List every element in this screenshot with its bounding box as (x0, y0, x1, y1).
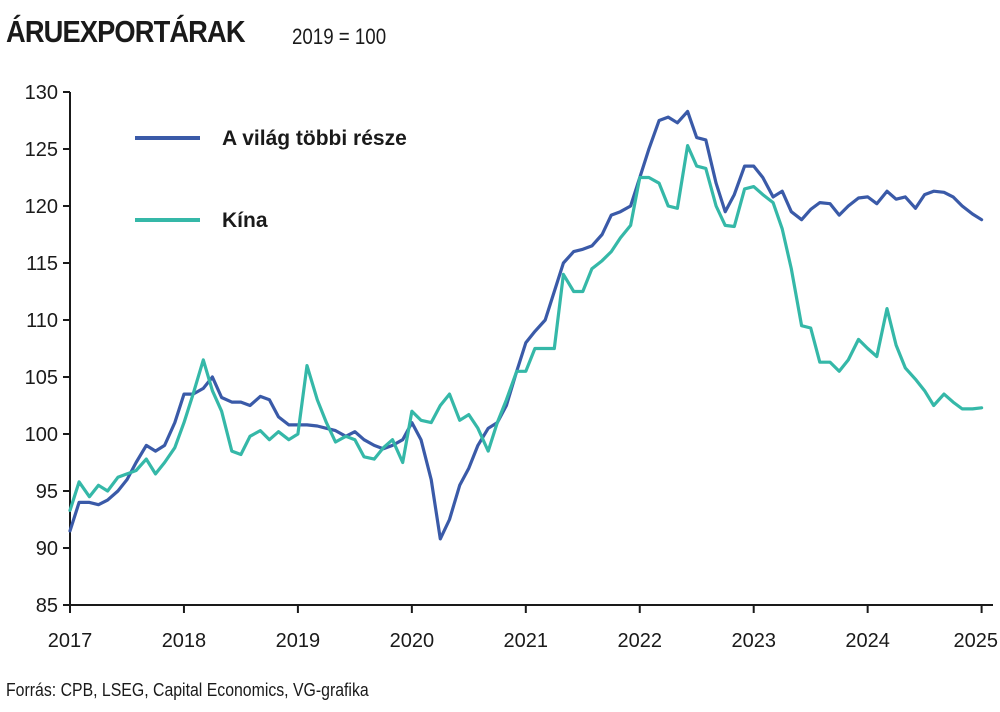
x-tick-label: 2024 (845, 630, 890, 652)
y-tick-label: 110 (26, 310, 58, 332)
series-line-china (68, 144, 984, 512)
chart-legend: A világ többi része Kína (135, 127, 407, 232)
x-tick-label: 2025 (954, 630, 999, 652)
legend-label-world: A világ többi része (222, 127, 407, 150)
x-tick-label: 2019 (276, 630, 321, 652)
legend-label-china: Kína (222, 209, 268, 232)
chart-lines (68, 109, 984, 541)
source-note: Forrás: CPB, LSEG, Capital Economics, VG… (6, 680, 369, 700)
x-tick-label: 2020 (390, 630, 435, 652)
y-tick-label: 105 (25, 367, 58, 389)
x-tick-label: 2022 (618, 630, 663, 652)
y-tick-label: 95 (36, 481, 58, 503)
chart-title: ÁRUEXPORTÁRAK (6, 14, 246, 49)
y-tick-label: 120 (25, 196, 58, 218)
chart-axes: 85 90 95 100 105 110 115 120 125 130 2017 2018 2019 2… (25, 82, 998, 652)
series-line-world (68, 109, 984, 541)
y-tick-label: 100 (25, 424, 58, 446)
chart-subtitle: 2019 = 100 (292, 24, 387, 49)
y-tick-label: 130 (25, 82, 58, 104)
y-tick-label: 125 (25, 139, 58, 161)
x-tick-label: 2018 (162, 630, 207, 652)
chart-header: ÁRUEXPORTÁRAK (6, 14, 277, 50)
y-tick-label: 85 (36, 595, 58, 617)
x-tick-label: 2021 (504, 630, 549, 652)
y-tick-label: 90 (36, 538, 58, 560)
x-tick-label: 2017 (48, 630, 93, 652)
y-tick-label: 115 (26, 253, 58, 275)
x-tick-label: 2023 (731, 630, 776, 652)
